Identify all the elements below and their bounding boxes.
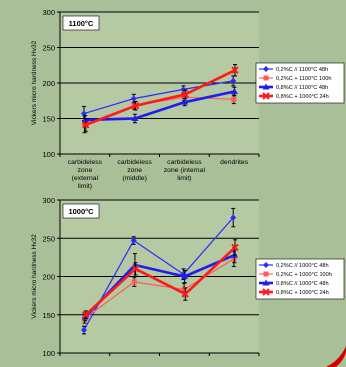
chart-title-box	[62, 203, 100, 219]
series-4	[82, 239, 239, 320]
corner-curl-decoration	[326, 346, 346, 367]
data-point	[181, 290, 189, 298]
data-point	[230, 88, 238, 95]
legend-swatch-marker	[262, 279, 270, 286]
chart-title: 1100°C	[69, 19, 94, 28]
data-point	[231, 243, 239, 252]
series-4	[82, 64, 239, 132]
y-tick-label: 250	[42, 44, 55, 53]
y-tick-label: 200	[42, 273, 55, 282]
series-line	[85, 90, 235, 122]
x-tick-label-line: carbideless	[117, 159, 152, 166]
x-tick-label: carbideless zone (internal limit)	[164, 159, 206, 182]
data-point	[230, 77, 237, 84]
x-tick-label-line: zone	[127, 167, 142, 174]
y-tick-label: 250	[42, 234, 55, 243]
data-point	[181, 287, 187, 293]
y-tick-label: 100	[42, 349, 55, 358]
x-tick-label-line: limit)	[78, 183, 92, 190]
data-point	[181, 273, 189, 279]
data-point	[231, 66, 239, 74]
x-tick-label-line: limit)	[177, 175, 191, 182]
y-tick-label: 300	[42, 8, 55, 17]
y-tick-label: 150	[42, 311, 55, 320]
chart-title: 1000°C	[68, 207, 94, 216]
data-point	[131, 115, 139, 121]
data-point	[231, 256, 237, 262]
series-line	[85, 69, 236, 127]
data-point	[81, 116, 89, 123]
data-point	[131, 279, 137, 285]
data-point	[80, 110, 87, 117]
data-point	[80, 327, 87, 334]
data-point	[131, 102, 140, 110]
legend-swatch-marker	[262, 83, 270, 90]
x-tick-label-line: (external	[72, 175, 99, 182]
legend: 0,2%C // 1000°C 48h 0,2%C + 1000°C 100h 0,…	[255, 258, 345, 300]
legend-swatch-marker	[263, 75, 269, 81]
x-tick-label-line: carbideless	[167, 159, 202, 166]
data-point	[181, 90, 189, 99]
x-tick-label: carbideless zone (external limit)	[68, 159, 103, 190]
series-line	[83, 80, 234, 115]
data-point	[82, 311, 90, 319]
x-tick-label-line: carbideless	[68, 159, 103, 166]
legend-label: 0,2%C // 1000°C 48h	[276, 263, 329, 269]
x-tick-label-line: dendrites	[220, 159, 249, 166]
legend-label: 0,2%C // 1100°C 48h	[276, 67, 328, 73]
series-line	[83, 217, 234, 331]
series-3	[81, 86, 238, 125]
legend-swatch-marker	[263, 66, 269, 72]
legend-label: 0,8%C + 1000°C 24h	[276, 290, 329, 296]
y-tick-label: 100	[42, 150, 55, 159]
series-line	[84, 258, 235, 320]
legend-label: 0,2%C + 1100°C 100h	[276, 76, 331, 82]
x-tick-label-line: zone (internal	[164, 167, 206, 174]
legend: 0,2%C // 1100°C 48h 0,2%C + 1100°C 100h 0,…	[255, 62, 345, 104]
data-point	[130, 237, 137, 244]
x-tick-label-line: (middle)	[122, 175, 147, 182]
y-tick-label: 300	[42, 196, 55, 205]
data-point	[82, 121, 90, 129]
legend-swatch-marker	[263, 262, 269, 268]
y-tick-label: 150	[42, 115, 55, 124]
legend-swatch-marker	[262, 92, 270, 100]
legend-label: 0,8%C + 1000°C 24h	[276, 94, 329, 100]
chart-2: 100 150 200 250 300 Vickers micro hardness Hv…	[31, 196, 345, 358]
legend-label: 0,2%C + 1000°C 100h	[276, 272, 332, 278]
legend-swatch-marker	[263, 271, 269, 277]
legend-label: 0,8%C // 1000°C 48h	[276, 281, 329, 287]
x-tick-label-line: zone	[78, 167, 93, 174]
data-point	[131, 265, 140, 273]
x-tick-label: carbideless zone (middle)	[117, 159, 152, 182]
y-axis-label: Vickers micro hardness Hv32	[31, 40, 38, 125]
data-point	[230, 251, 238, 258]
series-line	[84, 246, 236, 316]
chart-title-box	[62, 15, 100, 31]
data-point	[181, 94, 187, 100]
x-tick-label: dendrites	[220, 159, 249, 166]
data-point	[181, 98, 189, 105]
legend-label: 0,8%C // 1100°C 48h	[276, 85, 328, 91]
legend-swatch-marker	[262, 288, 270, 296]
y-tick-label: 200	[42, 79, 55, 88]
data-point	[231, 96, 237, 102]
y-axis-label: Vickers micro hardness Hv32	[31, 234, 38, 319]
data-point	[130, 95, 137, 102]
data-point	[230, 214, 237, 221]
